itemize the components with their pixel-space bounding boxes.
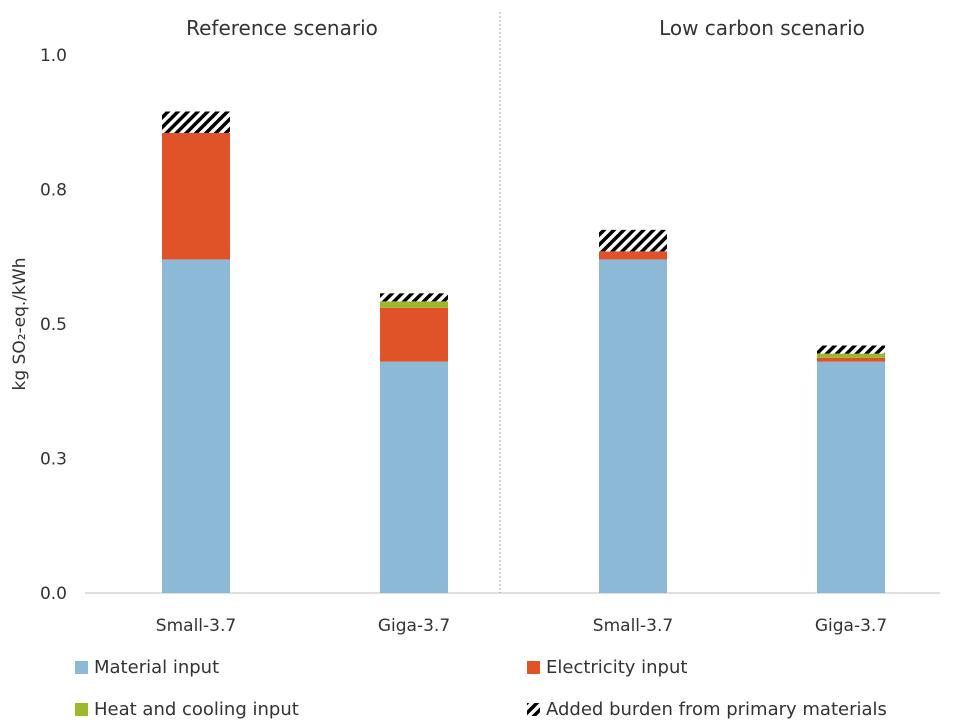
- legend-swatch: [527, 661, 540, 674]
- panel-title: Low carbon scenario: [659, 16, 865, 40]
- y-tick-label: 0.8: [40, 181, 67, 201]
- legend-label: Material input: [94, 657, 219, 678]
- bar-segment: [162, 133, 230, 260]
- panel-title: Reference scenario: [186, 16, 378, 40]
- bar-segment: [380, 301, 448, 308]
- y-axis-title: kg SO₂-eq./kWh: [10, 258, 30, 391]
- bar-segment: [380, 307, 448, 362]
- legend-label: Electricity input: [546, 657, 687, 678]
- bar-segment: [817, 357, 885, 362]
- x-tick-label: Giga-3.7: [378, 616, 450, 636]
- bar-segment: [817, 353, 885, 358]
- bar-segment: [817, 361, 885, 593]
- bar-segment: [599, 251, 667, 260]
- x-tick-label: Small-3.7: [156, 616, 236, 636]
- legend-swatch: [75, 661, 88, 674]
- legend-label: Heat and cooling input: [94, 699, 299, 720]
- y-tick-label: 0.5: [40, 315, 67, 335]
- legend-swatch: [75, 703, 88, 716]
- legend-label: Added burden from primary materials: [546, 699, 887, 720]
- bar-segment: [817, 345, 885, 354]
- bar-segment: [380, 361, 448, 593]
- bar-segment: [380, 293, 448, 302]
- y-tick-label: 0.0: [40, 584, 67, 604]
- x-tick-label: Giga-3.7: [815, 616, 887, 636]
- legend-swatch: [527, 703, 540, 716]
- x-tick-label: Small-3.7: [593, 616, 673, 636]
- y-tick-label: 0.3: [40, 450, 67, 470]
- bar-segment: [599, 229, 667, 252]
- bar-segment: [162, 259, 230, 593]
- bar-segment: [599, 259, 667, 593]
- y-tick-label: 1.0: [40, 46, 67, 66]
- bar-segment: [162, 111, 230, 134]
